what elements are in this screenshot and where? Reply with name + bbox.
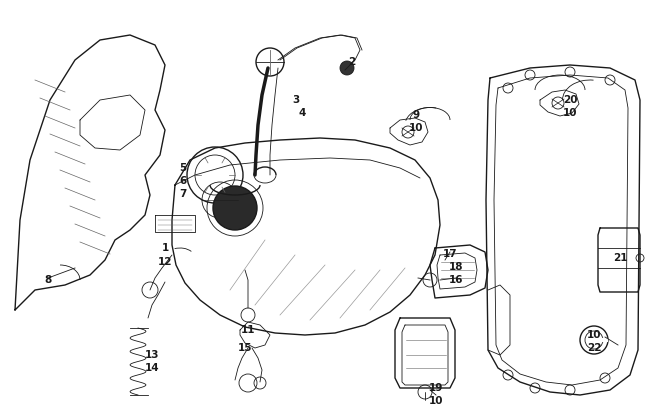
Text: 14: 14 — [145, 363, 159, 373]
Text: 6: 6 — [179, 176, 187, 186]
Text: 20: 20 — [563, 95, 577, 105]
Text: 5: 5 — [179, 163, 187, 173]
Text: 3: 3 — [292, 95, 300, 105]
Circle shape — [340, 61, 354, 75]
Text: 18: 18 — [448, 262, 463, 272]
Text: 11: 11 — [240, 325, 255, 335]
Text: 8: 8 — [44, 275, 51, 285]
Text: 4: 4 — [298, 108, 306, 118]
Text: 17: 17 — [443, 249, 458, 259]
Text: 19: 19 — [429, 383, 443, 393]
Text: 10: 10 — [409, 123, 423, 133]
Text: 2: 2 — [348, 57, 356, 67]
Text: 7: 7 — [179, 189, 187, 199]
Text: 15: 15 — [238, 343, 252, 353]
Text: 13: 13 — [145, 350, 159, 360]
Text: 10: 10 — [587, 330, 601, 340]
Text: 10: 10 — [563, 108, 577, 118]
Text: 12: 12 — [158, 257, 172, 267]
Text: 16: 16 — [448, 275, 463, 285]
Text: 21: 21 — [613, 253, 627, 263]
Text: 1: 1 — [161, 243, 168, 253]
Text: 9: 9 — [413, 110, 419, 120]
Text: 22: 22 — [587, 343, 601, 353]
Text: 10: 10 — [429, 396, 443, 406]
Circle shape — [213, 186, 257, 230]
